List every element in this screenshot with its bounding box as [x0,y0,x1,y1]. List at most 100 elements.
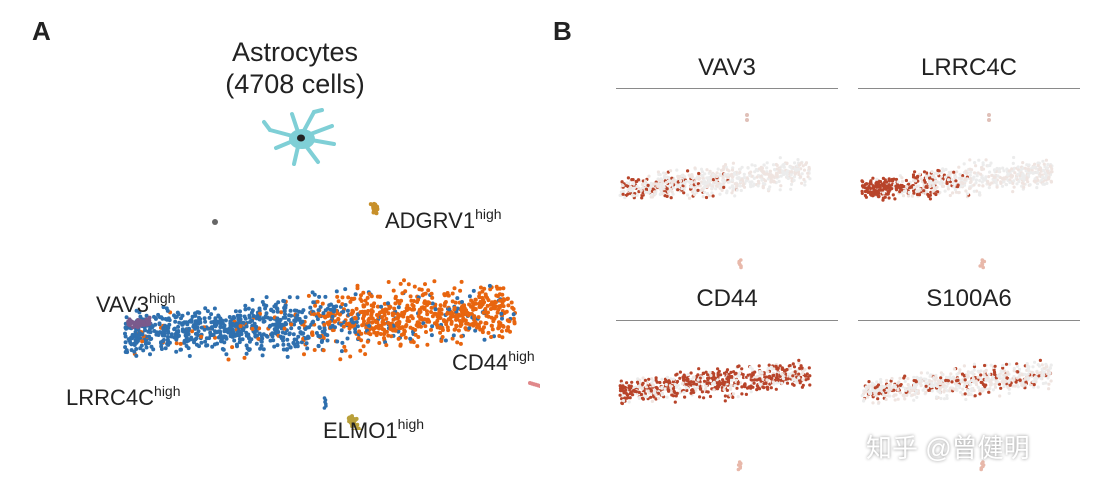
umap-point [353,330,358,334]
feature-point [669,169,673,173]
feature-point [1007,380,1011,384]
feature-point [1050,170,1054,174]
feature-point [751,184,755,188]
feature-point [1009,173,1013,177]
feature-point [868,391,872,395]
umap-scatter [123,201,540,430]
umap-point [255,333,260,338]
astrocyte-icon [262,108,336,166]
umap-point [250,318,255,323]
umap-point [477,294,482,299]
umap-point [209,312,214,317]
feature-point [1011,384,1015,388]
feature-point [952,367,956,371]
feature-point [887,178,891,182]
feature-point [1049,164,1053,168]
feature-point [640,182,644,187]
feature-point [907,182,911,186]
feature-point [927,388,931,392]
feature-point [923,377,927,381]
feature-point [968,380,972,384]
feature-point [736,467,741,472]
feature-point [960,174,965,178]
umap-point [366,318,371,323]
feature-point [930,170,934,174]
feature-point [790,177,794,181]
umap-point [196,310,201,315]
umap-point [340,302,345,307]
umap-point [359,293,363,298]
feature-point [943,386,947,390]
umap-point [495,286,500,291]
feature-point [729,370,733,374]
feature-point [1044,362,1048,366]
feature-point [788,165,792,169]
umap-point [369,294,374,299]
feature-point [779,174,783,178]
umap-point [416,335,421,339]
umap-point [334,304,339,309]
feature-point [940,373,944,377]
feature-point [680,173,684,177]
feature-point [731,161,735,165]
umap-point [471,303,475,308]
umap-point [279,336,284,341]
umap-point [325,338,330,343]
umap-point [458,319,462,323]
feature-point [727,169,731,173]
feature-point [721,178,725,182]
umap-point [216,329,221,334]
umap-point [438,330,443,335]
feature-point [1041,159,1045,163]
feature-point [1032,171,1036,175]
feature-point [663,387,667,391]
umap-point [339,349,344,354]
feature-point [1036,363,1040,367]
umap-point [257,308,262,313]
umap-point [246,306,251,311]
feature-point [782,165,786,169]
feature-point [993,168,997,172]
feature-point [984,177,988,181]
feature-point [649,193,653,197]
umap-point [341,309,346,314]
feature-point [723,399,727,403]
umap-point [253,325,258,330]
feature-point [641,191,645,195]
feature-point [710,191,714,195]
feature-point [896,397,900,401]
umap-point [490,327,495,332]
feature-point [916,391,920,396]
feature-point [710,186,714,190]
umap-point [261,319,266,324]
feature-point [1046,376,1050,380]
umap-point [285,337,290,342]
feature-point [900,179,905,184]
umap-point [153,322,158,327]
feature-point [678,387,682,391]
feature-point [755,374,759,379]
umap-point [456,328,461,333]
feature-point [997,169,1001,174]
umap-point [429,327,433,332]
feature-point [620,401,624,406]
feature-point [799,364,803,368]
feature-point [1024,383,1028,387]
umap-point [131,325,135,330]
feature-point [630,193,634,197]
umap-point [281,342,286,347]
umap-point [350,423,355,428]
feature-point [874,181,878,185]
umap-point [259,339,264,344]
feature-point [657,182,661,186]
umap-point [180,327,185,332]
gene-title-cd44: CD44 [696,285,758,312]
umap-point [304,341,309,346]
umap-point [161,305,166,310]
umap-point [342,344,347,349]
feature-point [906,377,910,381]
umap-point [219,339,223,344]
umap-point [408,325,413,330]
feature-point [1011,190,1015,194]
feature-point [747,385,751,389]
